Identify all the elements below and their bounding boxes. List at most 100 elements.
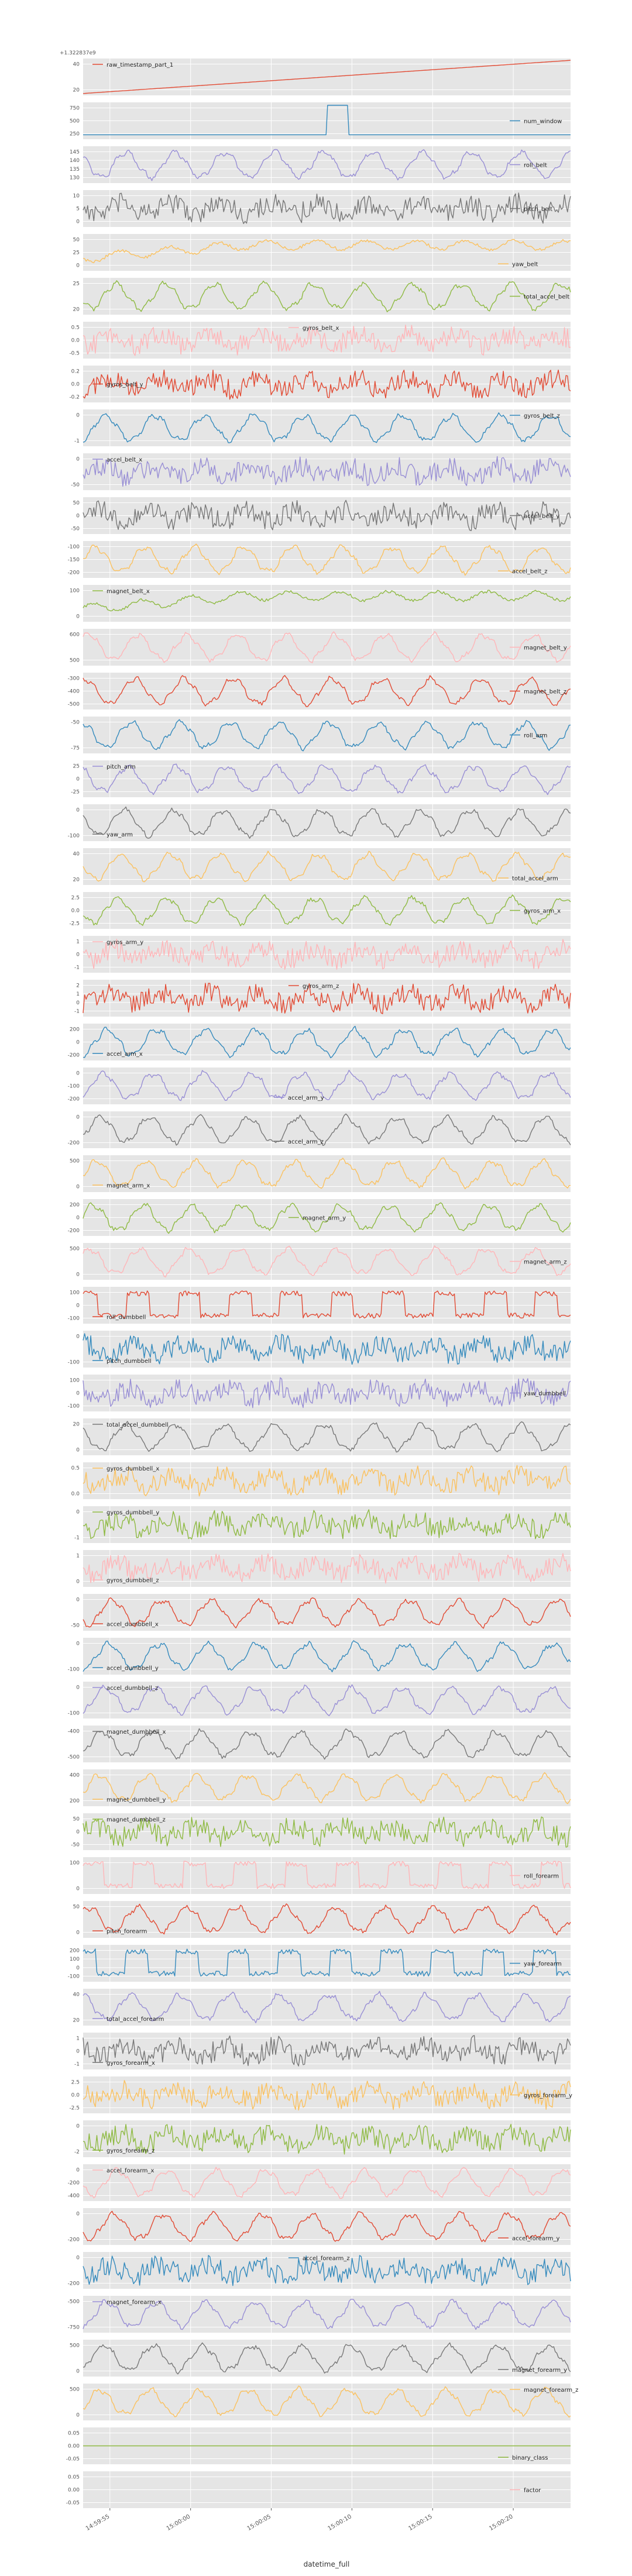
y-tick-label: -100: [68, 834, 80, 839]
y-tick-label: 0: [76, 2167, 80, 2173]
y-tick-label: -100: [68, 544, 80, 550]
subplot-background: [83, 1331, 571, 1368]
series-line-num_window: [83, 105, 571, 136]
series-line-roll_dumbbell: [83, 1290, 571, 1319]
subplot-background: [83, 2340, 571, 2377]
y-tick-label: 500: [70, 1246, 80, 1252]
legend-label: pitch_arm: [107, 764, 136, 770]
subplot-gyros_belt_z: 0 -1 gyros_belt_z: [74, 409, 571, 446]
subplot-magnet_belt_y: 600 500 magnet_belt_y: [70, 629, 571, 666]
legend-label: magnet_belt_z: [524, 689, 566, 695]
y-tick-label: 0: [76, 2369, 80, 2375]
subplot-factor: 0.05 0.00 -0.05 factor: [66, 2471, 571, 2508]
y-tick-label: 50: [73, 500, 80, 506]
y-tick-label: 0: [76, 807, 80, 813]
y-tick-label: 600: [70, 632, 80, 638]
series-line-gyros_forearm_x: [83, 2035, 571, 2067]
series-line-magnet_forearm_y: [83, 2342, 571, 2375]
legend-label: magnet_forearm_y: [512, 2367, 567, 2374]
y-tick-label: -1: [74, 2062, 80, 2068]
y-tick-label: -300: [68, 676, 80, 681]
y-tick-label: 0: [76, 2049, 80, 2055]
series-line-gyros_forearm_z: [83, 2124, 571, 2155]
subplot-yaw_belt: 50 25 0 yaw_belt: [73, 234, 571, 271]
subplot-accel_arm_z: 0 -200 accel_arm_z: [68, 1111, 571, 1148]
subplot-roll_belt: 145 140 135 130 roll_belt: [70, 146, 571, 183]
y-tick-label: 0: [76, 1685, 80, 1690]
series-line-magnet_arm_y: [83, 1202, 571, 1234]
y-tick-label: 40: [73, 61, 80, 67]
y-tick-label: 130: [70, 175, 80, 181]
y-tick-label: 0: [76, 2123, 80, 2129]
subplot-magnet_belt_x: 100 0 magnet_belt_x: [70, 585, 571, 622]
y-tick-label: -50: [71, 1623, 80, 1629]
subplot-total_accel_belt: 25 20 total_accel_belt: [73, 278, 571, 315]
y-tick-label: 0.0: [71, 2093, 80, 2099]
subplot-gyros_forearm_y: 2.5 0.0 -2.5 gyros_forearm_y: [69, 2076, 572, 2113]
y-tick-label: 0.0: [71, 908, 80, 914]
subplot-magnet_forearm_x: -500 -750 magnet_forearm_x: [68, 2296, 571, 2333]
y-tick-label: 1: [76, 2036, 80, 2041]
y-tick-label: -200: [68, 1053, 80, 1059]
series-line-magnet_dumbbell_x: [83, 1728, 571, 1760]
subplot-roll_dumbbell: 100 0 -100 roll_dumbbell: [68, 1287, 571, 1324]
legend-label: binary_class: [512, 2455, 548, 2461]
legend-label: accel_belt_z: [512, 569, 548, 575]
subplot-yaw_forearm: 200 100 0 -100 yaw_forearm: [68, 1945, 571, 1982]
y-tick-label: 20: [73, 1421, 80, 1427]
subplot-background: [83, 1506, 571, 1543]
subplot-gyros_arm_x: 2.5 0.0 -2.5 gyros_arm_x: [69, 892, 571, 929]
subplot-gyros_belt_y: 0.2 0.0 -0.2 gyros_belt_y: [69, 366, 571, 402]
series-line-accel_dumbbell_z: [83, 1684, 571, 1717]
subplot-magnet_arm_x: 500 0 magnet_arm_x: [70, 1155, 571, 1192]
series-line-pitch_forearm: [83, 1903, 571, 1936]
series-line-gyros_dumbbell_z: [83, 1552, 571, 1584]
subplot-magnet_arm_y: 200 0 -200 magnet_arm_y: [68, 1199, 571, 1236]
y-tick-label: 0: [76, 2255, 80, 2261]
y-tick-label: 0: [76, 1509, 80, 1515]
y-tick-label: 140: [70, 158, 80, 164]
y-tick-label: 0: [76, 1040, 80, 1046]
y-tick-label: -2: [74, 2150, 80, 2155]
y-tick-label: 0.05: [68, 2474, 80, 2480]
legend-label: accel_belt_x: [107, 457, 142, 463]
subplot-magnet_arm_z: 500 0 magnet_arm_z: [70, 1243, 571, 1280]
y-tick-label: -400: [68, 2193, 80, 2199]
y-tick-label: -200: [68, 2281, 80, 2287]
legend-label: accel_arm_y: [288, 1095, 324, 1101]
y-tick-label: 40: [73, 1992, 80, 1998]
y-tick-label: -2.5: [69, 921, 80, 927]
subplot-accel_forearm_y: 0 -200 accel_forearm_y: [68, 2208, 571, 2245]
legend-label: magnet_forearm_z: [524, 2387, 578, 2394]
subplot-gyros_forearm_x: 1 0 -1 gyros_forearm_x: [74, 2033, 571, 2069]
series-line-pitch_dumbbell: [83, 1333, 571, 1365]
series-line-gyros_arm_z: [83, 983, 571, 1014]
series-line-gyros_belt_y: [83, 369, 571, 400]
y-tick-label: 0.2: [71, 369, 80, 374]
legend-label: gyros_forearm_x: [107, 2060, 155, 2067]
series-line-roll_belt: [83, 149, 571, 181]
legend-label: accel_arm_x: [107, 1051, 143, 1058]
y-tick-label: -200: [68, 570, 80, 576]
subplot-accel_belt_x: 0 -50 accel_belt_x: [71, 453, 571, 490]
y-tick-label: 400: [70, 1772, 80, 1778]
y-tick-label: 100: [70, 1377, 80, 1383]
legend-label: gyros_arm_z: [303, 983, 339, 990]
subplot-accel_dumbbell_x: 0 -50 accel_dumbbell_x: [71, 1594, 571, 1631]
y-tick-label: -200: [68, 1097, 80, 1103]
subplot-magnet_forearm_y: 500 0 magnet_forearm_y: [70, 2340, 571, 2377]
y-tick-label: 1: [76, 991, 80, 997]
y-tick-label: -200: [68, 1141, 80, 1146]
legend-label: total_accel_dumbbell: [107, 1422, 169, 1428]
y-tick-label: 2.5: [71, 2079, 80, 2085]
subplot-accel_belt_y: 50 0 -50 accel_belt_y: [71, 497, 571, 534]
subplot-background: [83, 1682, 571, 1719]
y-tick-label: 0: [76, 1597, 80, 1603]
y-tick-label: -400: [68, 689, 80, 695]
legend-label: accel_dumbbell_z: [107, 1685, 158, 1692]
y-tick-label: 0: [76, 456, 80, 462]
subplot-background: [83, 804, 571, 841]
legend-label: accel_arm_z: [288, 1139, 324, 1145]
y-tick-label: 200: [70, 1948, 80, 1954]
